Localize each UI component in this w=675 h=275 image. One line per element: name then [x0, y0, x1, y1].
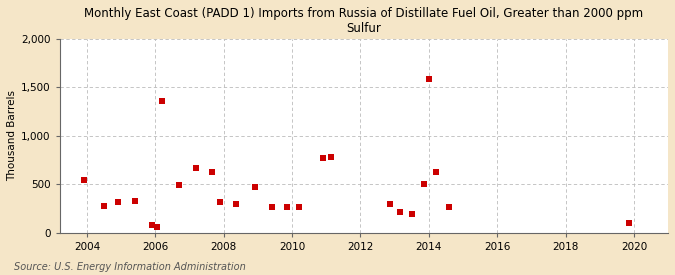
Point [623, 221, 634, 225]
Point [130, 198, 140, 203]
Title: Monthly East Coast (PADD 1) Imports from Russia of Distillate Fuel Oil, Greater : Monthly East Coast (PADD 1) Imports from… [84, 7, 643, 35]
Point [113, 200, 124, 204]
Point [394, 210, 405, 214]
Point [266, 205, 277, 210]
Point [215, 200, 225, 204]
Point [230, 202, 241, 207]
Point [174, 183, 185, 187]
Point [384, 202, 395, 206]
Point [281, 205, 292, 209]
Point [430, 170, 441, 174]
Point [317, 156, 328, 160]
Y-axis label: Thousand Barrels: Thousand Barrels [7, 90, 17, 181]
Point [249, 184, 260, 189]
Point [406, 211, 417, 216]
Point [444, 205, 455, 209]
Point [157, 99, 167, 103]
Point [418, 182, 429, 186]
Point [294, 205, 304, 210]
Point [423, 76, 434, 81]
Point [326, 155, 337, 160]
Point [78, 178, 89, 182]
Point [191, 166, 202, 170]
Point [152, 225, 163, 229]
Text: Source: U.S. Energy Information Administration: Source: U.S. Energy Information Administ… [14, 262, 245, 272]
Point [207, 170, 217, 174]
Point [146, 223, 157, 227]
Point [99, 204, 109, 208]
